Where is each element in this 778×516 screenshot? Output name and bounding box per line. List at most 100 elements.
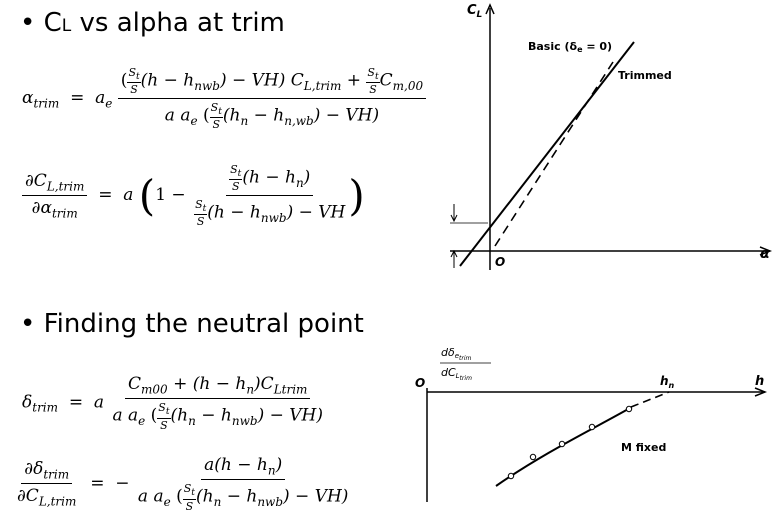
st-s-num: S bbox=[367, 66, 375, 79]
data-point bbox=[558, 440, 566, 448]
eq1-den-minus: − h bbox=[248, 105, 285, 126]
st-s-fraction: St S bbox=[229, 163, 243, 194]
st-s-den: S bbox=[231, 180, 240, 194]
m-fixed-label: M fixed bbox=[621, 441, 666, 454]
st-s-num: S bbox=[158, 401, 166, 415]
eq4-den-sub3: nwb bbox=[257, 495, 284, 510]
data-point bbox=[625, 405, 633, 413]
eq1-lhs-sub: trim bbox=[33, 96, 60, 111]
eq4-num: a(h − h bbox=[204, 455, 268, 475]
st-s-den: S bbox=[130, 83, 138, 97]
neutral-point-graph: dδetrim dCLtrim O hn h M fixed bbox=[415, 346, 768, 502]
eq4-lhs-num-sub: trim bbox=[43, 467, 70, 482]
equation-dcl-dalpha: ∂CL,trim ∂αtrim = a (1 − St S (h − hn) St S… bbox=[22, 163, 365, 228]
eq2-inner-num: (h − h bbox=[242, 167, 296, 188]
eq2-a: a bbox=[123, 185, 134, 206]
eq1-ae-sub: e bbox=[105, 96, 113, 111]
bullet-cl-vs-alpha: • CL vs alpha at trim bbox=[20, 8, 285, 41]
eq3-num-sub2: n bbox=[246, 382, 255, 397]
eq4-num-sub: n bbox=[267, 463, 276, 478]
eq4-den-start: a a bbox=[137, 486, 164, 507]
st-s-fraction: St S bbox=[194, 198, 208, 229]
origin-label-2: O bbox=[415, 376, 425, 390]
st-s-den: S bbox=[369, 83, 377, 97]
eq1-fraction: (St S (h − hnwb) − VH) CL,trim + St S Cm,00 … bbox=[117, 66, 427, 132]
equation-delta-trim: δtrim = a Cm00 + (h − hn)CLtrim a ae (St… bbox=[22, 374, 326, 432]
eq3-a: a bbox=[93, 392, 105, 413]
st-s-num-sub: t bbox=[191, 487, 195, 499]
eq4-den-sub2: n bbox=[213, 495, 222, 510]
eq1-numerator: (St S (h − hnwb) − VH) CL,trim + St S Cm,00 bbox=[117, 66, 427, 100]
eq2-inner-den-end: ) − VH bbox=[286, 202, 346, 223]
eq3-den-sub3: nwb bbox=[231, 414, 258, 429]
data-point bbox=[529, 453, 537, 461]
trimmed-line bbox=[459, 41, 635, 267]
hn-label: hn bbox=[660, 374, 675, 390]
eq1-den-text: a a bbox=[164, 105, 191, 126]
st-s-num-sub: t bbox=[374, 71, 379, 83]
eq4-minus: − bbox=[115, 473, 130, 494]
st-s-den: S bbox=[196, 215, 205, 229]
st-s-fraction: St S bbox=[366, 66, 380, 97]
eq3-den-sub2: n bbox=[188, 414, 196, 429]
st-s-fraction: St S bbox=[127, 66, 141, 97]
eq1-num-text: (h − h bbox=[140, 70, 195, 91]
h-axis-arrow bbox=[754, 387, 768, 397]
eq1-den-end: ) − VH) bbox=[313, 105, 380, 126]
st-s-num-sub: t bbox=[237, 168, 242, 180]
eq1-num-plus: + bbox=[341, 70, 367, 91]
eq1-num-tail: ) − VH) C bbox=[219, 70, 304, 91]
eq1-cm: C bbox=[379, 70, 393, 91]
st-s-num-sub: t bbox=[202, 203, 207, 215]
eq2-one-minus: 1 − bbox=[155, 185, 186, 206]
alpha-axis-label: α bbox=[760, 246, 770, 262]
st-s-num: S bbox=[230, 163, 238, 176]
eq4-num-end: ) bbox=[275, 455, 283, 475]
eq4-den-end: ) − VH) bbox=[283, 486, 349, 507]
basic-line bbox=[494, 61, 614, 247]
cl-axis-arrow bbox=[485, 3, 495, 15]
cl-axis-label: CL bbox=[467, 3, 483, 20]
eq3-den-mid2: − h bbox=[195, 405, 232, 426]
eq1-denominator: a ae (St S (hn − hn,wb) − VH) bbox=[164, 101, 380, 132]
eq1-den-tail: (h bbox=[222, 105, 241, 126]
eq3-num-mid: + (h − h bbox=[167, 374, 247, 394]
eq4-lhs-den: ∂C bbox=[17, 486, 39, 507]
intercept-arrowhead-bottom bbox=[450, 249, 458, 258]
equation-ddelta-dcl: ∂δtrim ∂CL,trim = − a(h − hn) a ae (St S(… bbox=[14, 455, 351, 513]
st-s-num-sub: t bbox=[135, 71, 140, 83]
eq4-lhs-num: ∂δ bbox=[24, 458, 44, 479]
eq2-inner-den-sub: nwb bbox=[260, 211, 287, 226]
eq2-lhs-num-sub: L,trim bbox=[46, 179, 85, 194]
eq4-lhs: ∂δtrim ∂CL,trim bbox=[14, 459, 79, 509]
eq3-equals: = bbox=[68, 392, 84, 413]
eq2-lhs-den-sub: trim bbox=[51, 206, 78, 221]
eq2-inner-den: (h − h bbox=[207, 202, 261, 223]
st-s-num: S bbox=[195, 198, 203, 212]
st-s-num-sub: t bbox=[218, 106, 222, 118]
basic-label: Basic (δe = 0) bbox=[528, 40, 612, 54]
eq1-num-sub: nwb bbox=[194, 78, 220, 93]
eq1-ae: a bbox=[95, 88, 106, 109]
eq1-den-sub: n bbox=[240, 114, 249, 129]
bullet-neutral-point: • Finding the neutral point bbox=[20, 309, 364, 339]
st-s-fraction: St S bbox=[182, 482, 196, 513]
data-point bbox=[588, 423, 596, 431]
st-s-den: S bbox=[185, 499, 194, 513]
eq1-den-sub2: n,wb bbox=[284, 114, 314, 129]
eq3-den-mid: (h bbox=[170, 405, 189, 426]
eq2-inner-num-end: ) bbox=[303, 167, 311, 188]
eq3-lhs: δ bbox=[22, 392, 33, 413]
st-s-num: S bbox=[183, 482, 192, 496]
eq2-lhs-den: ∂α bbox=[31, 198, 52, 219]
eq3-den-end: ) − VH) bbox=[257, 405, 323, 426]
eq2-equals: = bbox=[98, 185, 113, 206]
st-s-num: S bbox=[210, 101, 219, 115]
equation-alpha-trim: αtrim = ae (St S (h − hnwb) − VH) CL,trim … bbox=[22, 66, 427, 132]
eq3-den-sub: e bbox=[138, 414, 146, 429]
eq3-num-mid2: )C bbox=[254, 374, 274, 394]
trimmed-label: Trimmed bbox=[618, 69, 672, 82]
eq2-lhs: ∂CL,trim ∂αtrim bbox=[22, 171, 88, 221]
eq3-fraction: Cm00 + (h − hn)CLtrim a ae (St S (hn − hnw… bbox=[112, 374, 323, 432]
origin-label: O bbox=[495, 255, 505, 269]
